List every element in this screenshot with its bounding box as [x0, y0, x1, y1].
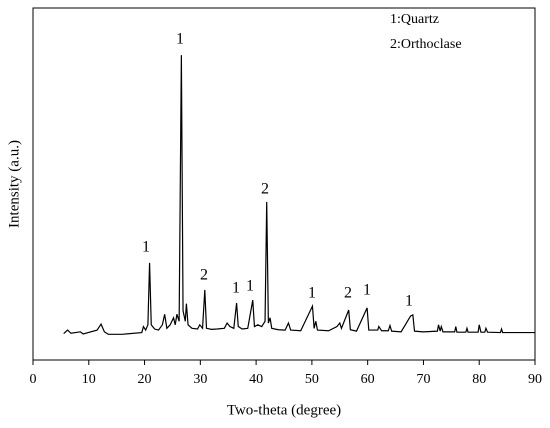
legend-text: 2:Orthoclase	[390, 37, 462, 52]
plot-frame	[32, 7, 536, 361]
x-tick-label: 0	[30, 372, 37, 387]
y-axis-label: Intensity (a.u.)	[6, 140, 22, 228]
x-tick-label: 40	[249, 372, 263, 387]
peak-label: 1	[405, 293, 413, 310]
peak-label: 1	[232, 280, 240, 297]
x-tick-label: 80	[472, 372, 486, 387]
x-axis-label: Two-theta (degree)	[227, 402, 341, 418]
x-tick-label: 90	[528, 372, 542, 387]
x-tick-label: 20	[138, 372, 152, 387]
x-tick-label: 50	[305, 372, 319, 387]
peak-label: 2	[200, 267, 208, 284]
legend-text: 1:Quartz	[390, 12, 439, 27]
x-tick-label: 30	[193, 372, 207, 387]
peak-label: 2	[261, 181, 269, 198]
peak-label: 1	[176, 31, 184, 48]
peak-label: 1	[142, 239, 150, 256]
peak-label: 2	[344, 285, 352, 302]
peak-label: 1	[363, 282, 371, 299]
peak-label: 1	[308, 285, 316, 302]
x-tick-label: 70	[416, 372, 430, 387]
peak-label: 1	[246, 278, 254, 295]
x-tick-label: 10	[82, 372, 96, 387]
x-tick-label: 60	[361, 372, 375, 387]
data-line	[63, 55, 535, 335]
